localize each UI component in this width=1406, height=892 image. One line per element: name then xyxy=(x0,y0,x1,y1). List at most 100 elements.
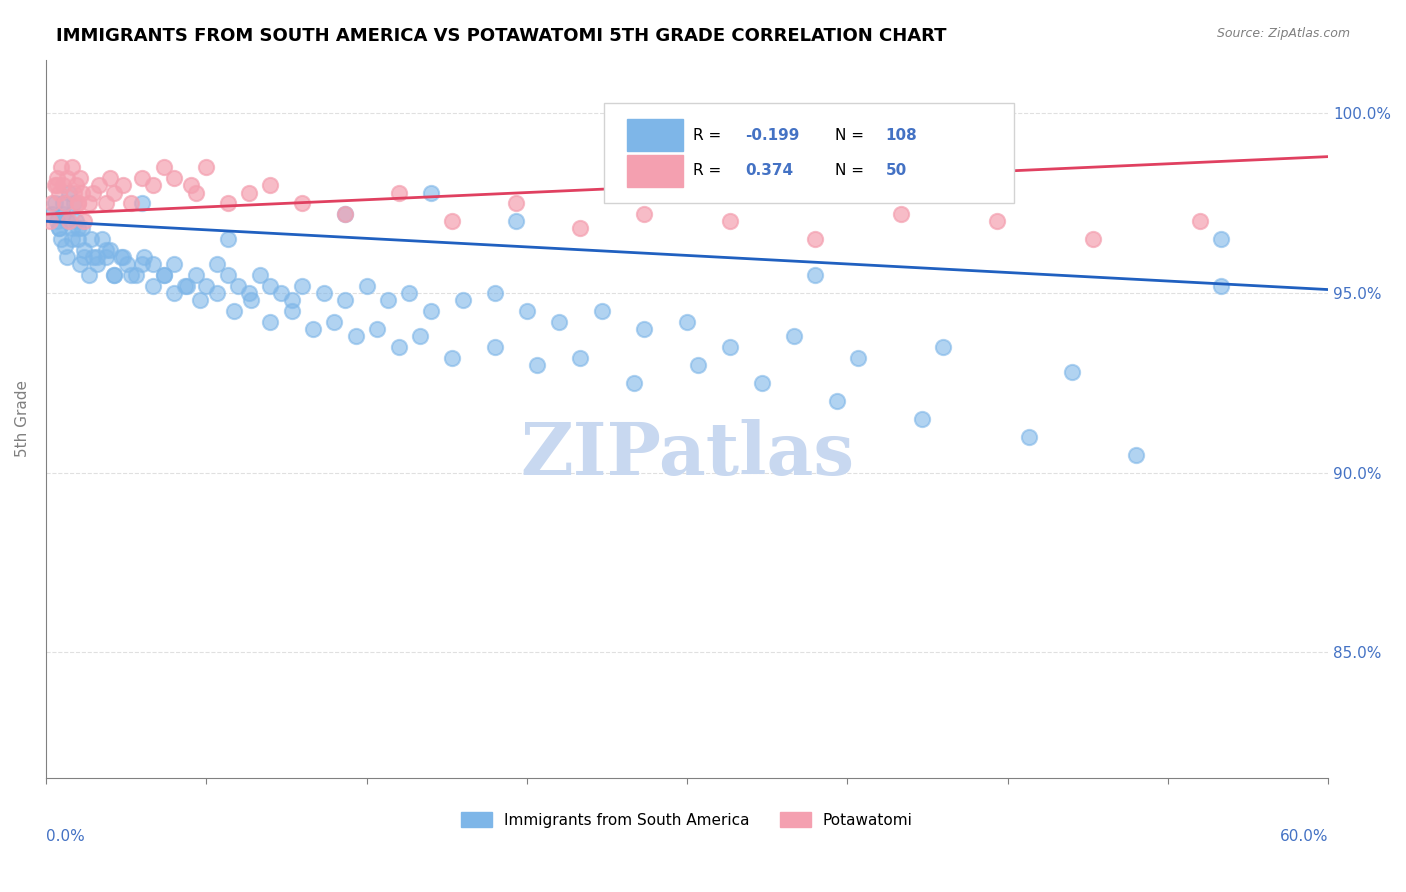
Point xyxy=(249,268,271,283)
Point xyxy=(398,286,420,301)
FancyBboxPatch shape xyxy=(627,155,683,186)
Point xyxy=(280,304,302,318)
Text: N =: N = xyxy=(835,163,869,178)
Point xyxy=(52,207,75,221)
Point xyxy=(163,257,186,271)
Point xyxy=(825,394,848,409)
Point xyxy=(1081,232,1104,246)
Point xyxy=(65,214,87,228)
Point xyxy=(226,279,249,293)
Point xyxy=(41,196,63,211)
Point xyxy=(205,257,228,271)
Point xyxy=(676,315,699,329)
Point xyxy=(1188,214,1211,228)
Point xyxy=(86,257,108,271)
Point xyxy=(58,214,80,228)
Text: 60.0%: 60.0% xyxy=(1279,829,1329,844)
Point xyxy=(986,214,1008,228)
Point xyxy=(633,322,655,336)
Point xyxy=(53,196,76,211)
FancyBboxPatch shape xyxy=(627,120,683,151)
Point xyxy=(163,171,186,186)
Text: R =: R = xyxy=(693,128,727,143)
Point xyxy=(82,250,104,264)
Point xyxy=(56,214,79,228)
Point xyxy=(44,196,66,211)
Point xyxy=(846,351,869,365)
Point xyxy=(217,196,239,211)
Point xyxy=(323,315,346,329)
Point xyxy=(911,412,934,426)
Point xyxy=(44,178,66,193)
Point xyxy=(94,243,117,257)
Y-axis label: 5th Grade: 5th Grade xyxy=(15,380,30,458)
Point xyxy=(52,178,75,193)
Point xyxy=(110,250,132,264)
Point xyxy=(90,232,112,246)
Point xyxy=(48,221,70,235)
Point xyxy=(356,279,378,293)
Point xyxy=(259,279,281,293)
Point xyxy=(73,214,96,228)
Point xyxy=(120,268,142,283)
Text: 108: 108 xyxy=(886,128,918,143)
Point xyxy=(409,329,432,343)
Point xyxy=(240,293,263,308)
Point xyxy=(302,322,325,336)
Point xyxy=(312,286,335,301)
Point xyxy=(505,214,527,228)
Point xyxy=(377,293,399,308)
Point xyxy=(484,286,506,301)
Point xyxy=(173,279,195,293)
Point xyxy=(569,351,592,365)
Point xyxy=(89,178,111,193)
Point xyxy=(440,351,463,365)
Point xyxy=(66,196,89,211)
Text: 0.374: 0.374 xyxy=(745,163,793,178)
Point xyxy=(751,376,773,390)
Point xyxy=(1211,232,1233,246)
Point xyxy=(77,196,100,211)
Point xyxy=(58,186,80,200)
Text: 50: 50 xyxy=(886,163,907,178)
Point xyxy=(52,196,75,211)
Point xyxy=(131,171,153,186)
Point xyxy=(60,232,83,246)
Point xyxy=(98,243,121,257)
Point xyxy=(569,221,592,235)
Point xyxy=(77,268,100,283)
Point xyxy=(718,340,741,354)
Point xyxy=(80,232,103,246)
Text: 0.0%: 0.0% xyxy=(46,829,84,844)
Point xyxy=(86,250,108,264)
Point xyxy=(94,250,117,264)
Point xyxy=(932,340,955,354)
FancyBboxPatch shape xyxy=(603,103,1014,203)
Point xyxy=(591,304,613,318)
Point xyxy=(222,304,245,318)
Point xyxy=(103,186,125,200)
Point xyxy=(65,178,87,193)
Point xyxy=(217,232,239,246)
Point xyxy=(163,286,186,301)
Point xyxy=(184,186,207,200)
Point xyxy=(451,293,474,308)
Point xyxy=(291,279,314,293)
Point xyxy=(69,257,91,271)
Point xyxy=(94,196,117,211)
Point xyxy=(505,196,527,211)
Text: IMMIGRANTS FROM SOUTH AMERICA VS POTAWATOMI 5TH GRADE CORRELATION CHART: IMMIGRANTS FROM SOUTH AMERICA VS POTAWAT… xyxy=(56,27,946,45)
Point xyxy=(48,186,70,200)
Point xyxy=(60,221,83,235)
Point xyxy=(142,178,165,193)
Point xyxy=(62,186,84,200)
Point xyxy=(484,340,506,354)
Point xyxy=(111,178,134,193)
Point xyxy=(60,161,83,175)
Point xyxy=(366,322,388,336)
Point xyxy=(718,214,741,228)
Point xyxy=(195,161,218,175)
Point xyxy=(1125,448,1147,462)
Point xyxy=(270,286,292,301)
Point xyxy=(73,250,96,264)
